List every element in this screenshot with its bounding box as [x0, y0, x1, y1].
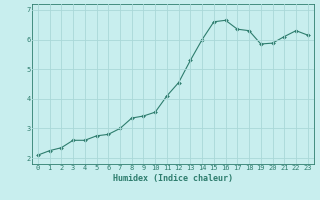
X-axis label: Humidex (Indice chaleur): Humidex (Indice chaleur) — [113, 174, 233, 183]
